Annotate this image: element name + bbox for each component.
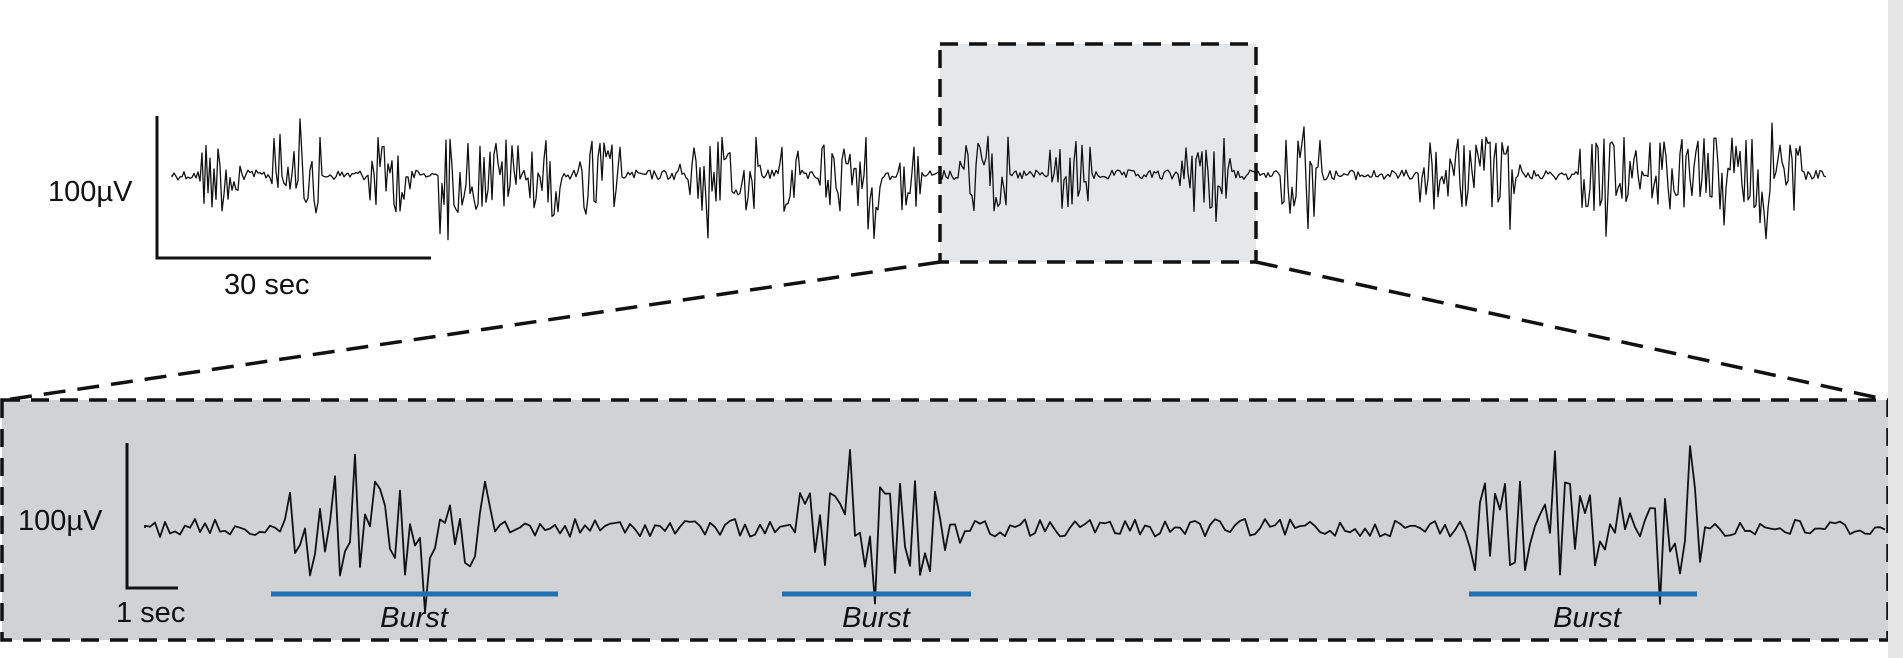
detail-eeg-trace: [144, 445, 1886, 613]
page-edge-strip: [1888, 0, 1903, 658]
burst-label: Burst: [380, 602, 450, 634]
overview-time-label: 30 sec: [224, 269, 309, 301]
detail-scale-bar: [125, 443, 178, 590]
overview-scale-bar: [155, 116, 431, 260]
zoom-connector-right: [1255, 260, 1888, 402]
zoom-region-box: [940, 44, 1256, 262]
overview-eeg-trace: [171, 118, 1827, 241]
detail-time-label: 1 sec: [116, 597, 185, 629]
zoom-connector-left: [4, 260, 941, 402]
overview-amplitude-label: 100µV: [48, 176, 133, 208]
burst-label: Burst: [1553, 602, 1623, 634]
zoom-region-outline: [938, 42, 1258, 264]
burst-label: Burst: [842, 602, 912, 634]
detail-panel-outline: [0, 398, 1888, 642]
detail-amplitude-label: 100µV: [18, 505, 103, 537]
